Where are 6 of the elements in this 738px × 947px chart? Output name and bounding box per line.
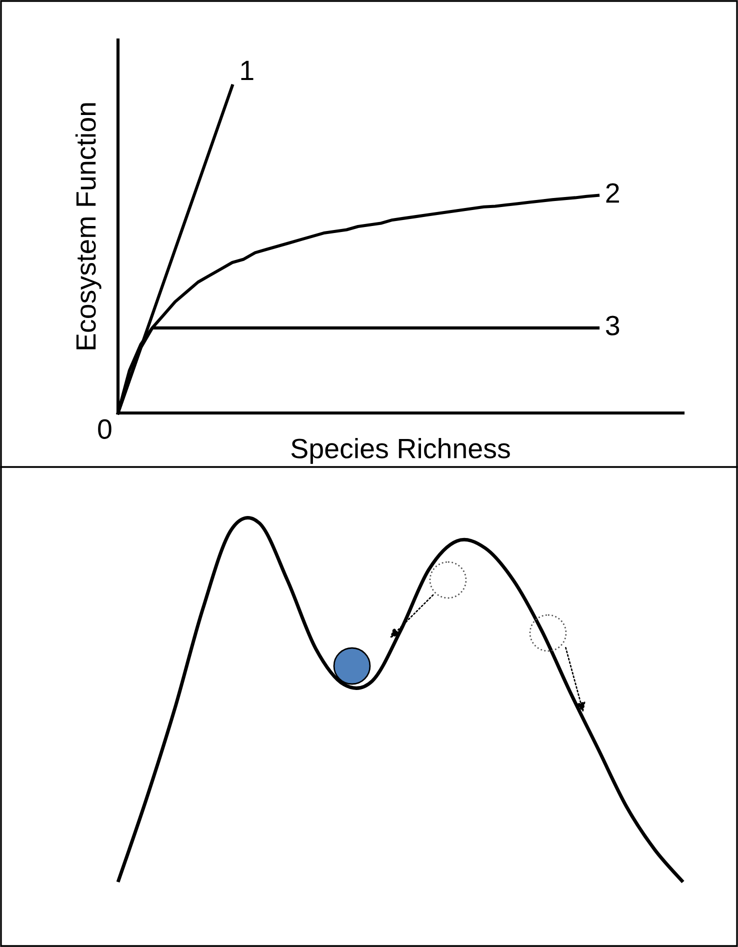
x-axis-title: Species Richness	[291, 438, 510, 464]
series-label: 1	[241, 60, 254, 80]
text: 0	[98, 419, 112, 439]
series-label: 2	[606, 183, 619, 203]
series-label: 3	[606, 316, 620, 336]
y-axis-title: Ecosystem Function	[75, 103, 102, 350]
